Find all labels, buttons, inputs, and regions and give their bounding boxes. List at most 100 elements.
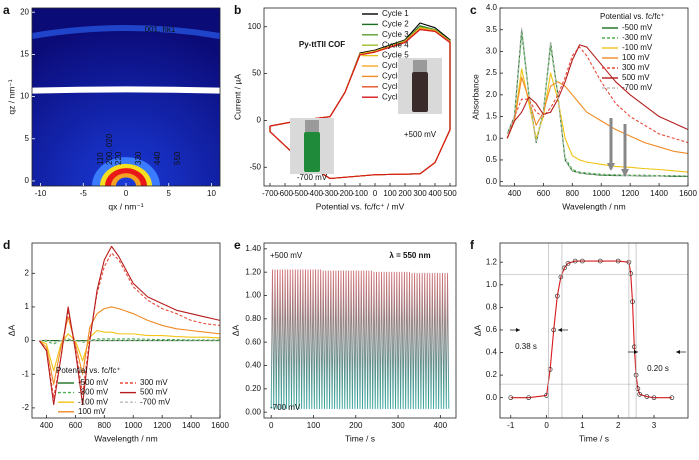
plot-frame (263, 242, 457, 419)
y-tick-label: 2.0 (486, 90, 498, 99)
x-tick-label: 300 (391, 421, 405, 430)
y-axis-title: qz / nm⁻¹ (6, 79, 16, 114)
x-tick-label: 1600 (211, 421, 229, 430)
series-line (39, 339, 220, 343)
y-tick-label: 0.0 (486, 177, 498, 186)
data-point (637, 391, 643, 397)
y-tick-label: 1.5 (486, 112, 498, 121)
legend-label: -100 mV (78, 397, 109, 406)
x-tick-label: -600 (277, 189, 294, 198)
data-point (597, 258, 603, 264)
legend-label: Cycle 1 (382, 9, 409, 18)
x-axis-title: Wavelength / nm (562, 201, 625, 211)
panel-label: d (3, 238, 10, 252)
x-axis-title: Wavelength / nm (94, 433, 157, 443)
data-point (508, 395, 514, 401)
annotation: 0.38 s (515, 342, 537, 351)
arrow-head (621, 169, 629, 177)
arrow-head (634, 350, 638, 354)
x-tick-label: 0 (269, 421, 274, 430)
x-tick-label: 600 (69, 421, 83, 430)
y-tick-label: 1.20 (245, 267, 261, 276)
x-tick-label: -1 (507, 421, 515, 430)
chart-title: Py-ttTII COF (299, 40, 345, 49)
x-tick-label: 1600 (679, 189, 697, 198)
data-point (526, 395, 531, 401)
series-line (506, 33, 688, 177)
legend-label: -500 mV (622, 23, 653, 32)
y-tick-label: 0.2 (486, 370, 498, 379)
y-tick-label: 0.40 (245, 361, 261, 370)
panel-label: b (234, 3, 241, 17)
x-tick-label: 1200 (153, 421, 171, 430)
y-axis-title: Current / µA (232, 74, 242, 120)
panel-label: c (470, 3, 477, 17)
y-tick-label: -2 (22, 403, 30, 412)
series-line (38, 329, 220, 372)
annotation: 550 (173, 151, 182, 165)
x-tick-label: 1200 (621, 189, 639, 198)
legend-label: -100 mV (622, 43, 653, 52)
x-tick-label: 1400 (182, 421, 200, 430)
y-tick-label: 1.0 (486, 280, 498, 289)
x-tick-label: 400 (40, 421, 54, 430)
x-tick-label: 800 (98, 421, 112, 430)
legend-label: 100 mV (78, 407, 106, 416)
data-point (572, 258, 578, 264)
annotation: +500 mV (404, 130, 437, 139)
y-axis-title: ΔA (230, 325, 240, 337)
x-tick-label: 200 (398, 189, 412, 198)
series-line (38, 245, 220, 406)
x-tick-label: -400 (307, 189, 324, 198)
vial-cap (305, 120, 319, 132)
x-tick-label: -500 (292, 189, 309, 198)
x-tick-label: -100 (352, 189, 369, 198)
legend-label: -700 mV (140, 397, 171, 406)
y-tick-label: 50 (252, 69, 261, 78)
plot-area (500, 243, 688, 418)
y-tick-label: 3.0 (486, 47, 498, 56)
beam-stop (32, 86, 220, 94)
annotation: -700 mV (270, 403, 301, 412)
series-line (506, 29, 688, 177)
x-tick-label: 500 (443, 189, 457, 198)
panel-label: e (234, 238, 241, 252)
vial-cap (413, 60, 427, 72)
plot-area (32, 8, 220, 186)
data-point (630, 299, 635, 305)
annotation: 440 (153, 151, 162, 165)
x-tick-label: 5 (167, 189, 172, 198)
legend-label: 300 mV (622, 63, 650, 72)
legend-label: Cycle 4 (382, 40, 409, 49)
y-tick-label: 1.40 (245, 244, 261, 253)
y-tick-label: 0.60 (245, 337, 261, 346)
legend-label: -300 mV (78, 388, 109, 397)
plot-area (38, 245, 220, 406)
annotation: 220 (114, 151, 123, 165)
plot-area (269, 22, 451, 180)
vial-body (412, 72, 428, 112)
y-tick-label: 3.5 (486, 25, 498, 34)
annotation: 330 (134, 151, 143, 165)
y-tick-label: 0.6 (486, 325, 498, 334)
annotation: -700 mV (297, 173, 328, 182)
y-tick-label: 100 (248, 22, 262, 31)
plot-area (270, 269, 450, 410)
legend-label: Cycle 5 (382, 51, 409, 60)
x-axis-title: Time / s (345, 433, 375, 443)
x-tick-label: 200 (349, 421, 363, 430)
legend-label: Cycle 7 (382, 72, 409, 81)
y-axis-title: Absorbance (470, 74, 480, 120)
y-tick-label: 4.0 (486, 3, 498, 12)
series-line (506, 46, 688, 144)
series-line (506, 44, 688, 139)
x-tick-label: 300 (413, 189, 427, 198)
y-tick-label: 0.20 (245, 384, 261, 393)
legend-title: Potential vs. fc/fc⁺ (56, 366, 121, 375)
plot-frame (499, 242, 689, 419)
annotation: 110 (96, 152, 105, 165)
arrow-head (607, 163, 615, 171)
x-tick-label: -10 (35, 189, 47, 198)
x-tick-label: 0 (373, 189, 378, 198)
annotation: 0.20 s (647, 364, 669, 373)
